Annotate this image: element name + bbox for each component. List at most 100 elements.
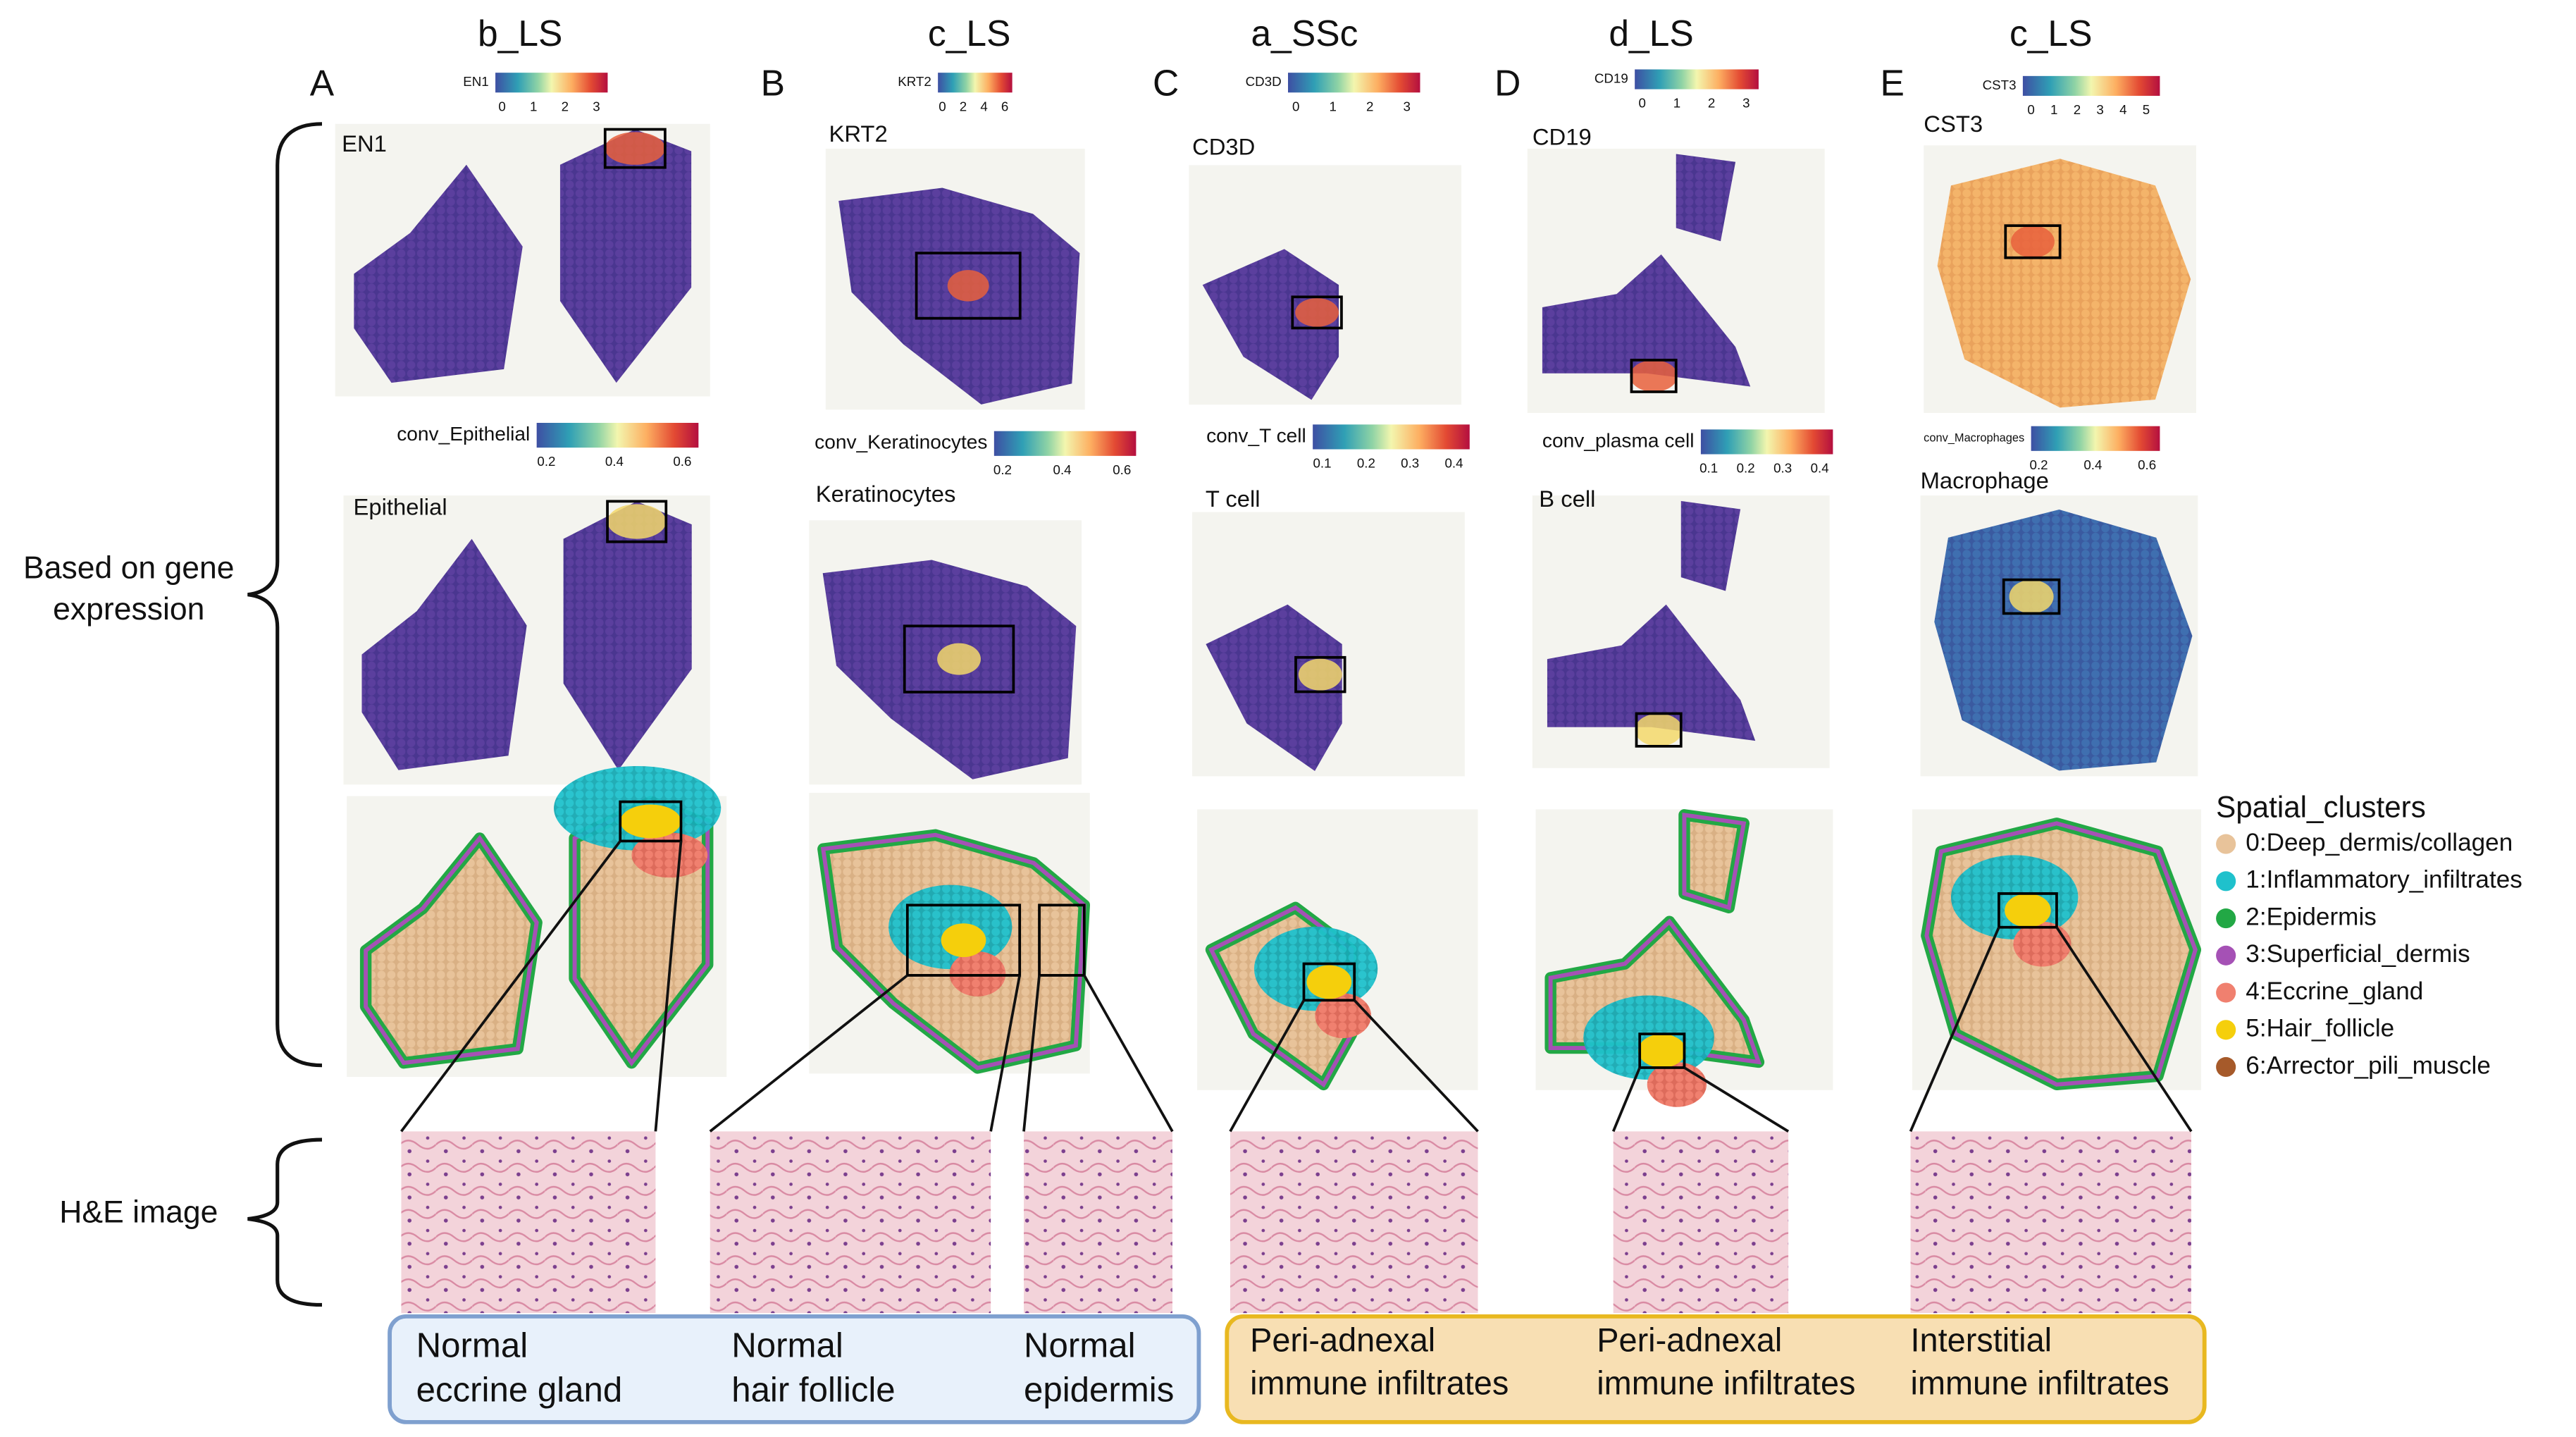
conv-colorbar-tick: 0.4 — [605, 454, 624, 469]
conv-map-tissue — [1206, 604, 1342, 772]
left-label: expression — [53, 592, 204, 627]
gene-map-zoom-box — [1630, 359, 1678, 393]
sample-title: b_LS — [478, 13, 562, 54]
gene-label: CD3D — [1192, 134, 1255, 160]
gene-colorbar-tick: 4 — [2119, 102, 2126, 117]
immune-box — [1225, 1314, 2207, 1424]
conv-map-tissue — [563, 501, 692, 770]
legend-swatch — [2216, 1020, 2236, 1040]
conv-colorbar-tick: 0.2 — [993, 462, 1012, 477]
conv-colorbar-tick: 0.2 — [1357, 456, 1375, 471]
conv-map-tissue — [1547, 604, 1756, 741]
legend-label: 6:Arrector_pili_muscle — [2246, 1051, 2491, 1079]
sample-title: c_LS — [928, 13, 1011, 54]
conv-map-zoom-box — [1294, 655, 1346, 693]
gene-map-tissue — [1202, 249, 1339, 400]
conv-colorbar-label: conv_T cell — [1206, 424, 1306, 446]
gene-colorbar-label: CD19 — [1594, 70, 1628, 85]
legend-label: 4:Eccrine_gland — [2246, 977, 2423, 1005]
cell-type-label: Macrophage — [1921, 467, 2049, 493]
finding-text: Normal — [731, 1326, 843, 1364]
he-image — [710, 1131, 991, 1314]
conv-map-hotspot — [937, 643, 981, 675]
conv-colorbar-tick: 0.4 — [2083, 457, 2102, 472]
brace — [247, 122, 323, 1068]
panel-letter: C — [1153, 63, 1179, 104]
legend-swatch — [2216, 982, 2236, 1003]
conv-colorbar-tick: 0.4 — [1053, 462, 1072, 477]
conv-map-tissue — [361, 538, 527, 770]
conv-colorbar-tick: 0.6 — [673, 454, 691, 469]
gene-map-tissue — [1542, 254, 1751, 387]
conv-map-tissue — [1934, 510, 2193, 771]
gene-colorbar-tick: 1 — [1673, 96, 1680, 111]
gene-colorbar-tick: 1 — [2050, 102, 2057, 117]
gene-colorbar — [1635, 69, 1759, 90]
zoom-line — [989, 975, 1022, 1132]
he-image — [1910, 1131, 2191, 1314]
gene-colorbar — [2022, 75, 2160, 96]
he-image — [1613, 1131, 1789, 1314]
conv-colorbar — [2031, 426, 2160, 451]
gene-colorbar-tick: 3 — [2096, 102, 2103, 117]
left-label: Based on gene — [23, 550, 235, 585]
conv-map-zoom-box — [903, 624, 1015, 693]
cluster-map-zoom-box — [1302, 962, 1356, 1002]
sample-title: a_SSc — [1251, 13, 1358, 54]
gene-map-tissue — [559, 129, 692, 383]
brace — [247, 1137, 323, 1307]
gene-label: CD19 — [1532, 124, 1592, 150]
cluster-map-zoom-box — [1998, 892, 2058, 929]
gene-colorbar-tick: 2 — [562, 99, 569, 113]
gene-colorbar-label: KRT2 — [898, 74, 931, 89]
cell-type-label: Keratinocytes — [816, 481, 956, 507]
cluster-map-follicle — [2005, 893, 2051, 927]
cluster-map-follicle — [620, 804, 681, 839]
gene-colorbar-tick: 5 — [2143, 102, 2150, 117]
finding-text: Normal — [1024, 1326, 1136, 1364]
sample-title: d_LS — [1609, 13, 1693, 54]
zoom-line — [654, 841, 683, 1132]
zoom-line — [1083, 975, 1174, 1133]
gene-colorbar — [495, 73, 608, 93]
zoom-line — [1229, 999, 1306, 1133]
cluster-map-eccrine — [631, 832, 708, 878]
conv-colorbar-label: conv_Epithelial — [397, 423, 530, 445]
cluster-map-superficial — [364, 834, 539, 1066]
cluster-map-zoom-box — [619, 800, 683, 843]
gene-colorbar-tick: 2 — [1708, 96, 1715, 111]
he-image — [1024, 1131, 1172, 1314]
conv-colorbar-tick: 0.2 — [537, 454, 555, 469]
he-image — [1230, 1131, 1478, 1314]
conv-colorbar-tick: 0.3 — [1773, 461, 1792, 476]
panel-letter: A — [310, 63, 335, 104]
gene-colorbar-tick: 0 — [498, 99, 505, 113]
gene-map-hotspot — [1295, 297, 1339, 327]
cluster-map-zoom-box — [1638, 1032, 1686, 1069]
zoom-line — [1611, 1067, 1641, 1133]
gene-colorbar-tick: 6 — [1001, 99, 1008, 113]
finding-text: immune infiltrates — [1597, 1365, 1855, 1402]
zoom-line — [400, 840, 621, 1133]
gene-colorbar — [1288, 73, 1420, 93]
conv-colorbar-label: conv_Keratinocytes — [815, 431, 987, 453]
finding-text: immune infiltrates — [1250, 1365, 1509, 1402]
gene-colorbar-tick: 0 — [1292, 99, 1299, 113]
finding-text: eccrine gland — [416, 1371, 623, 1410]
conv-colorbar — [1700, 429, 1833, 455]
gene-colorbar-tick: 3 — [1742, 96, 1750, 111]
gene-colorbar-label: EN1 — [463, 74, 488, 89]
he-image — [401, 1131, 656, 1314]
legend-swatch — [2216, 871, 2236, 892]
conv-map-hotspot — [2009, 579, 2054, 614]
gene-map-hotspot — [947, 270, 989, 302]
gene-label: EN1 — [342, 130, 387, 156]
gene-colorbar-tick: 3 — [1404, 99, 1411, 113]
cluster-map-eccrine — [949, 951, 1006, 997]
zoom-line — [1353, 999, 1479, 1133]
zoom-line — [709, 974, 908, 1133]
zoom-line — [2055, 926, 2193, 1133]
zoom-line — [1909, 926, 2000, 1133]
cell-type-label: B cell — [1539, 486, 1595, 512]
finding-text: Peri-adnexal — [1250, 1322, 1435, 1359]
